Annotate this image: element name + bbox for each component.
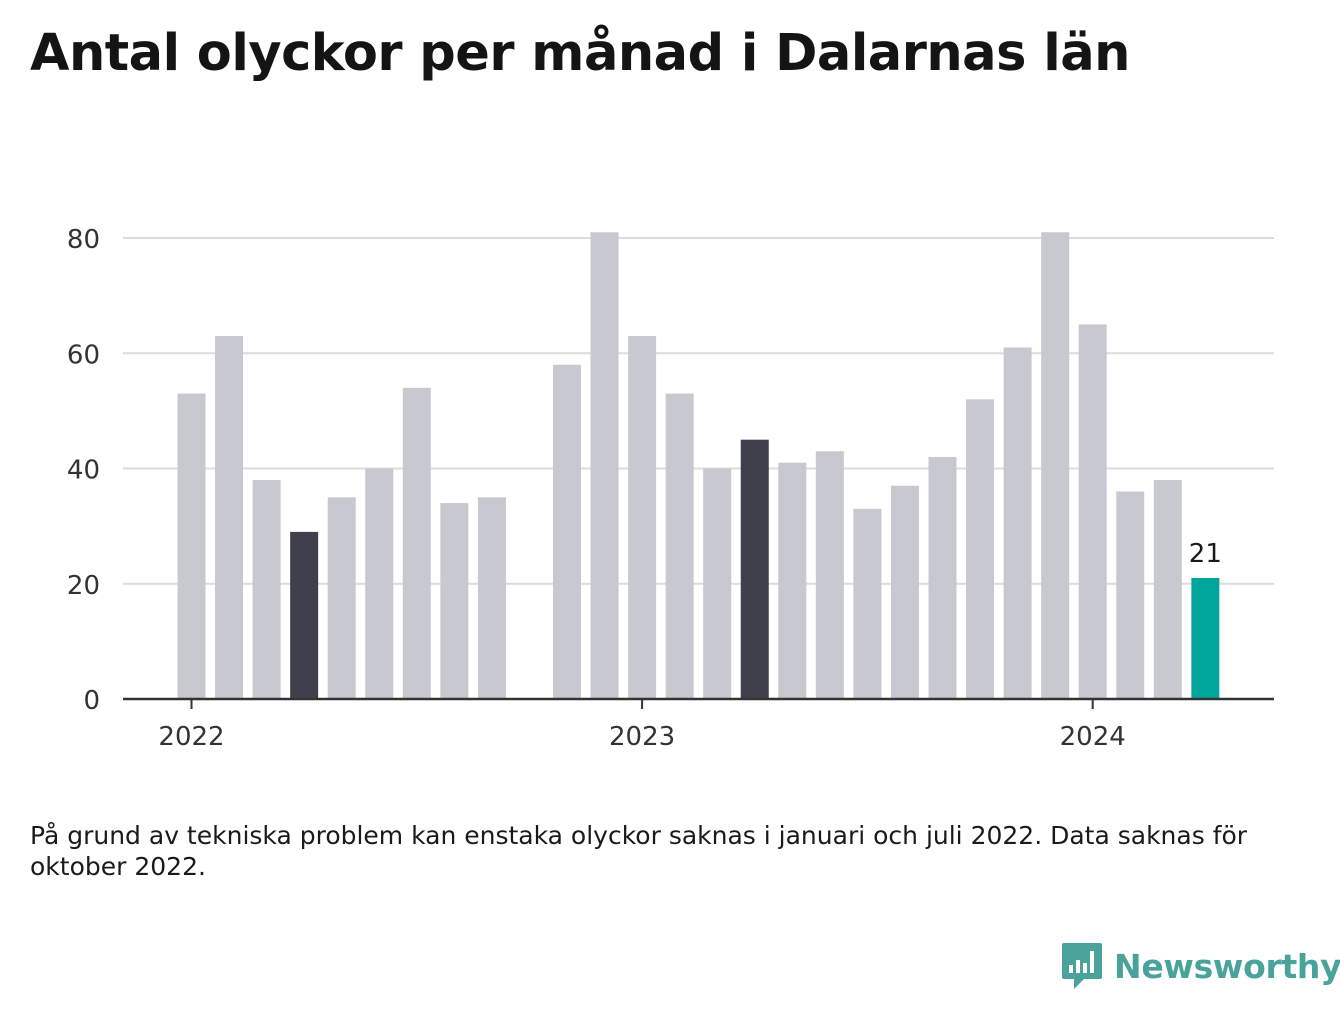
bar-2023-11	[1003, 347, 1032, 699]
bar-2022-02	[215, 335, 244, 699]
bar-2023-05	[778, 462, 807, 699]
y-tick-label: 20	[67, 571, 100, 601]
y-tick-label: 40	[67, 456, 100, 486]
newsworthy-logo-icon	[1062, 943, 1102, 989]
bar-2023-01	[628, 335, 657, 699]
bar-2023-07	[853, 508, 882, 699]
bar-2024-03	[1153, 480, 1182, 699]
x-tick-label: 2023	[609, 722, 675, 752]
bar-2022-12	[590, 232, 619, 700]
chart-title: Antal olyckor per månad i Dalarnas län	[30, 24, 1130, 83]
x-tick-label: 2024	[1060, 722, 1126, 752]
bar-2024-02	[1116, 491, 1145, 699]
bar-2023-06	[815, 451, 844, 699]
bar-2023-10	[966, 399, 995, 699]
y-axis-ticks: 0 20 40 60 80	[67, 225, 100, 716]
bar-2024-04	[1191, 577, 1220, 699]
bar-2022-01	[177, 393, 206, 699]
bar-2023-08	[890, 485, 919, 699]
bar-2023-03	[703, 468, 732, 699]
bar-2022-06	[365, 468, 394, 699]
bar-2023-02	[665, 393, 694, 699]
bars	[177, 232, 1220, 700]
bar-2023-04	[740, 439, 769, 699]
bar-chart: 0 20 40 60 80 21 2022 2023 2024	[67, 225, 1274, 752]
bar-2022-09	[477, 497, 506, 699]
value-labels: 21	[1189, 539, 1222, 569]
y-tick-label: 80	[67, 225, 100, 255]
footnote: På grund av tekniska problem kan enstaka…	[30, 821, 1248, 881]
newsworthy-logo-text: Newsworthy	[1114, 946, 1340, 986]
bar-2023-12	[1041, 232, 1070, 700]
x-tick-label: 2022	[158, 722, 224, 752]
bar-2022-08	[440, 503, 469, 699]
value-label: 21	[1189, 539, 1222, 569]
bar-2022-04	[290, 531, 319, 699]
x-axis: 2022 2023 2024	[123, 697, 1274, 752]
bar-2024-01	[1078, 324, 1107, 699]
y-tick-label: 60	[67, 340, 100, 370]
bar-2022-03	[252, 480, 281, 699]
bar-2022-11	[553, 364, 581, 699]
newsworthy-logo: Newsworthy	[1060, 938, 1340, 994]
y-tick-label: 0	[83, 686, 100, 716]
bar-2022-05	[327, 497, 356, 699]
bar-2023-09	[928, 456, 957, 699]
bar-2022-07	[402, 387, 431, 699]
